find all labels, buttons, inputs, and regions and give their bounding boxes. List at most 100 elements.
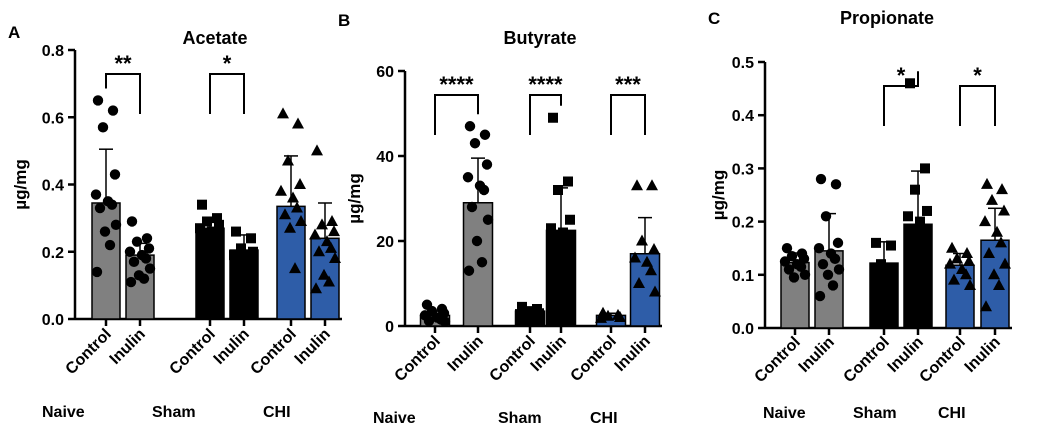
data-point — [476, 257, 488, 268]
significance-label: * — [223, 51, 232, 76]
significance-bracket — [434, 94, 479, 135]
data-point — [820, 211, 832, 222]
data-point — [329, 251, 341, 263]
significance-bracket — [959, 85, 996, 126]
data-point — [817, 258, 829, 270]
data-point — [106, 199, 118, 210]
data-point — [832, 237, 844, 249]
x-category-label: Control — [392, 333, 444, 385]
data-point — [788, 272, 800, 283]
group-label: CHI — [938, 405, 966, 422]
data-point — [104, 239, 116, 251]
significance-label: ** — [114, 51, 132, 76]
data-point — [553, 185, 563, 195]
data-point — [211, 229, 221, 240]
data-point — [248, 246, 258, 257]
y-tick-label: 20 — [376, 234, 394, 251]
y-tick-label: 0.6 — [42, 110, 64, 127]
data-point — [287, 191, 299, 203]
data-point — [97, 122, 109, 133]
data-point — [141, 233, 153, 244]
y-tick-label: 60 — [376, 64, 394, 81]
data-point — [277, 107, 289, 119]
data-point — [822, 269, 834, 280]
data-point — [310, 282, 322, 294]
x-category-label: Control — [841, 334, 893, 386]
data-point — [294, 178, 306, 189]
data-point — [876, 259, 886, 270]
data-point — [231, 226, 241, 237]
x-category-label: Inulin — [107, 326, 149, 368]
data-point — [140, 253, 152, 264]
panel-letter: A — [8, 23, 20, 42]
data-point — [481, 159, 493, 170]
group-label: Sham — [152, 404, 196, 421]
x-category-label: Inulin — [962, 334, 1004, 376]
data-point — [783, 264, 795, 275]
data-point — [328, 225, 340, 237]
data-point — [195, 223, 205, 234]
data-point — [323, 275, 335, 287]
group-label: Sham — [498, 410, 542, 427]
data-point — [948, 273, 960, 285]
data-point — [548, 112, 558, 123]
chart-title: Propionate — [840, 8, 934, 28]
data-point — [961, 247, 973, 259]
data-point — [128, 256, 140, 268]
bar — [229, 249, 259, 320]
significance-label: **** — [439, 72, 474, 97]
data-point — [144, 263, 156, 274]
significance-bracket — [105, 73, 141, 114]
data-point — [479, 129, 491, 140]
data-point — [236, 243, 246, 254]
data-point — [944, 257, 956, 269]
significance-label: **** — [528, 72, 563, 97]
data-point — [546, 223, 556, 234]
y-tick-label: 0.0 — [732, 321, 754, 338]
data-point — [979, 215, 991, 227]
data-point — [614, 311, 626, 322]
data-point — [833, 264, 845, 275]
data-point — [646, 179, 658, 191]
data-point — [125, 276, 137, 288]
data-point — [871, 237, 881, 248]
data-point — [562, 231, 572, 242]
data-point — [983, 247, 995, 259]
y-tick-label: 0.5 — [732, 55, 754, 72]
data-point — [920, 163, 930, 174]
chart-title: Acetate — [182, 28, 247, 48]
x-category-label: Control — [167, 326, 219, 378]
data-point — [915, 216, 925, 227]
data-point — [282, 154, 294, 166]
group-label: CHI — [263, 404, 291, 421]
y-tick-label: 0.3 — [732, 161, 754, 178]
x-category-label: Inulin — [528, 333, 570, 375]
data-point — [214, 219, 224, 230]
data-point — [109, 169, 121, 180]
data-point — [439, 316, 451, 327]
data-point — [964, 278, 976, 290]
data-point — [633, 277, 645, 288]
data-point — [886, 240, 896, 251]
data-point — [830, 179, 842, 190]
y-axis-label: µg/mg — [11, 159, 30, 209]
data-point — [279, 208, 291, 220]
data-point — [602, 309, 614, 321]
group-label: Naive — [42, 404, 85, 421]
data-point — [815, 173, 827, 185]
data-point — [326, 214, 338, 226]
x-category-label: Control — [63, 326, 115, 378]
data-point — [799, 269, 811, 280]
data-point — [471, 235, 483, 247]
x-category-label: Inulin — [796, 334, 838, 376]
data-point — [951, 252, 963, 264]
data-point — [321, 235, 333, 247]
bar — [945, 264, 975, 329]
data-point — [827, 280, 839, 291]
data-point — [991, 225, 1003, 237]
data-point — [246, 233, 256, 244]
data-point — [92, 95, 104, 106]
x-category-label: Inulin — [211, 326, 253, 368]
data-point — [986, 193, 998, 205]
